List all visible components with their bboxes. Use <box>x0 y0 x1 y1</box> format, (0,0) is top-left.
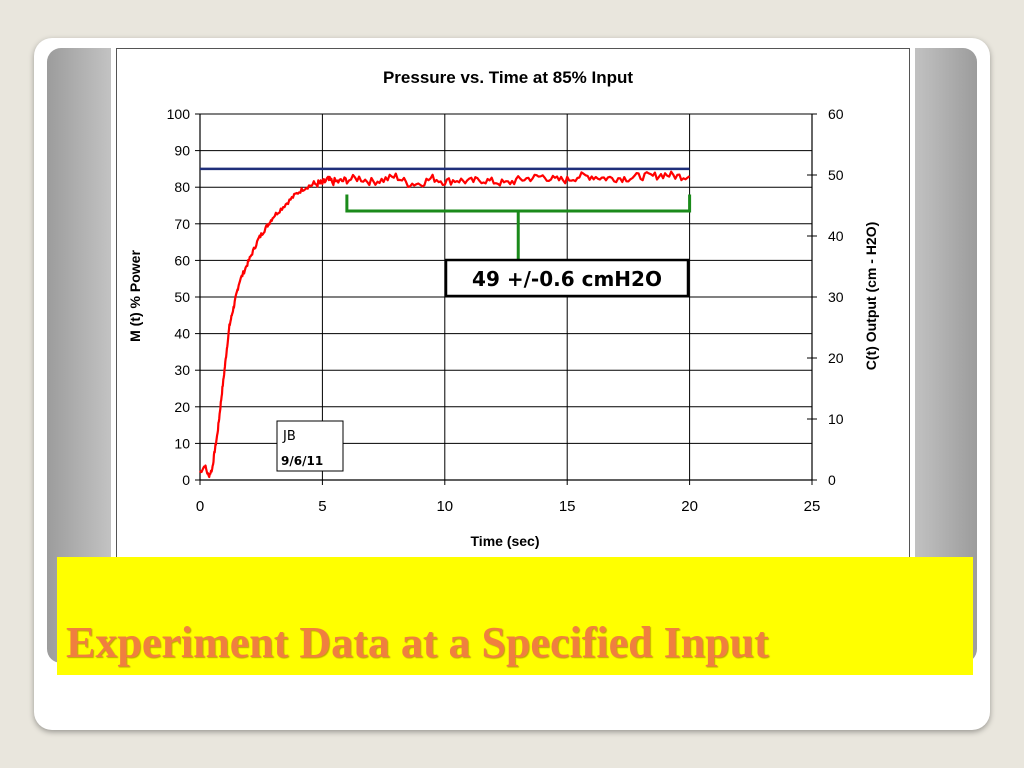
chart-title: Pressure vs. Time at 85% Input <box>383 68 633 87</box>
signature-initials: JB <box>282 429 296 444</box>
x-tick-label: 0 <box>196 498 204 515</box>
y-tick-label: 40 <box>174 326 190 342</box>
y-tick-label: 20 <box>174 399 190 415</box>
annotation-box <box>444 258 690 298</box>
x-tick-label: 5 <box>318 498 326 515</box>
signature-date: 9/6/11 <box>281 454 323 468</box>
y2-tick-label: 40 <box>828 228 844 244</box>
y-tick-label: 70 <box>174 216 190 232</box>
signature-box <box>276 420 344 472</box>
title-band <box>57 557 973 675</box>
y2-tick-label: 0 <box>828 472 836 488</box>
y-tick-label: 30 <box>174 362 190 378</box>
y2-tick-label: 10 <box>828 411 844 427</box>
y-axis-label: M (t) % Power <box>127 250 143 342</box>
ticks-layer: 0 10 20 30 40 50 60 70 80 90 100 0 10 20 30 40 50 60 0 5 10 1… <box>167 106 844 515</box>
x-tick-label: 15 <box>559 498 576 515</box>
grid-layer <box>199 113 813 481</box>
y-tick-label: 10 <box>174 435 190 451</box>
annotation-label: 49 +/-0.6 cmH2O <box>472 267 662 291</box>
annotation-bracket <box>345 194 692 260</box>
x-axis-label: Time (sec) <box>471 533 540 549</box>
y-tick-label: 100 <box>167 106 191 122</box>
y2-tick-label: 30 <box>828 289 844 305</box>
data-series-line <box>199 170 691 479</box>
y-tick-label: 60 <box>174 252 190 268</box>
x-tick-label: 25 <box>804 498 821 515</box>
x-tick-label: 10 <box>436 498 453 515</box>
y-tick-label: 50 <box>174 289 190 305</box>
slide-title: Experiment Data at a Specified Input <box>66 618 769 667</box>
series-layer <box>199 167 691 479</box>
y2-axis-label: C(t) Output (cm - H2O) <box>863 222 879 371</box>
y-tick-label: 0 <box>182 472 190 488</box>
y-tick-label: 80 <box>174 179 190 195</box>
chart-frame <box>112 44 914 572</box>
y2-tick-label: 60 <box>828 106 844 122</box>
y2-tick-label: 50 <box>828 167 844 183</box>
y-tick-label: 90 <box>174 143 190 159</box>
y2-tick-label: 20 <box>828 350 844 366</box>
x-tick-label: 20 <box>681 498 698 515</box>
bracket-line <box>345 194 692 213</box>
